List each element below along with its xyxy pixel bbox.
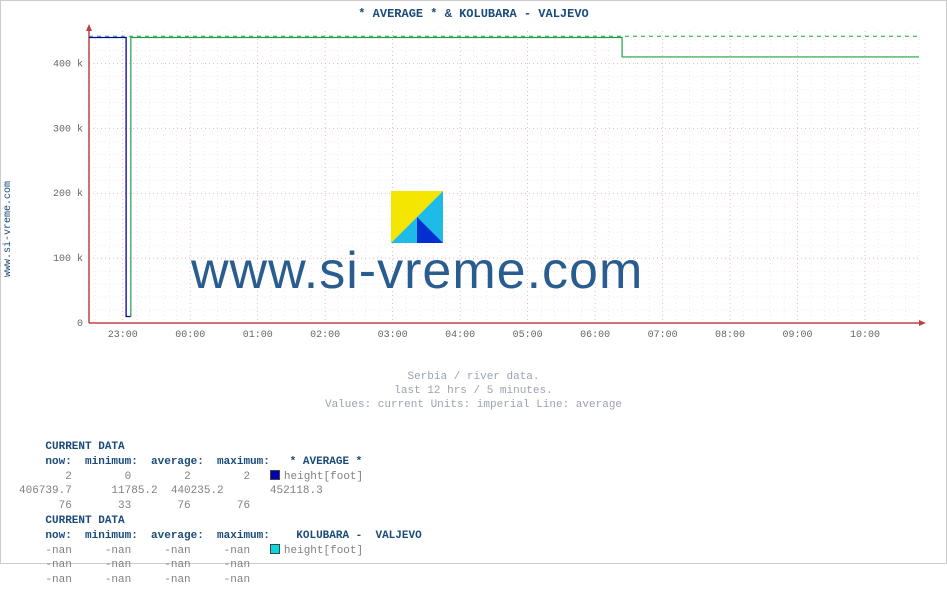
watermark-text: www.si-vreme.com — [191, 245, 643, 297]
svg-text:100 k: 100 k — [53, 253, 83, 265]
caption-line-3: Values: current Units: imperial Line: av… — [1, 399, 946, 411]
svg-text:05:00: 05:00 — [513, 330, 543, 341]
data-table-2: CURRENT DATA now: minimum: average: maxi… — [19, 499, 422, 603]
watermark-logo-icon — [391, 191, 443, 243]
svg-text:300 k: 300 k — [53, 123, 83, 135]
y-axis-label: www.si-vreme.com — [3, 181, 14, 277]
chart-title: * AVERAGE * & KOLUBARA - VALJEVO — [1, 7, 946, 21]
svg-text:200 k: 200 k — [53, 188, 83, 200]
svg-text:07:00: 07:00 — [648, 330, 678, 341]
svg-text:08:00: 08:00 — [715, 330, 745, 341]
svg-text:23:00: 23:00 — [108, 330, 138, 341]
svg-text:04:00: 04:00 — [445, 330, 475, 341]
svg-text:02:00: 02:00 — [310, 330, 340, 341]
svg-text:06:00: 06:00 — [580, 330, 610, 341]
chart-frame: * AVERAGE * & KOLUBARA - VALJEVO www.si-… — [0, 0, 947, 564]
svg-text:09:00: 09:00 — [783, 330, 813, 341]
series2-swatch-icon — [270, 544, 280, 554]
svg-text:10:00: 10:00 — [850, 330, 880, 341]
timeseries-chart: 0 100 k 200 k 300 k 400 k 23:00 00:00 01:00 02:0… — [49, 23, 929, 353]
caption-line-1: Serbia / river data. — [1, 371, 946, 383]
svg-text:0: 0 — [77, 319, 83, 330]
table1-heading: CURRENT DATA — [45, 441, 124, 453]
svg-text:01:00: 01:00 — [243, 330, 273, 341]
series1-swatch-icon — [270, 470, 280, 480]
caption-line-2: last 12 hrs / 5 minutes. — [1, 385, 946, 397]
svg-text:400 k: 400 k — [53, 58, 83, 70]
svg-text:00:00: 00:00 — [175, 330, 205, 341]
watermark: www.si-vreme.com — [191, 191, 643, 297]
svg-text:03:00: 03:00 — [378, 330, 408, 341]
table2-heading: CURRENT DATA — [45, 515, 124, 527]
